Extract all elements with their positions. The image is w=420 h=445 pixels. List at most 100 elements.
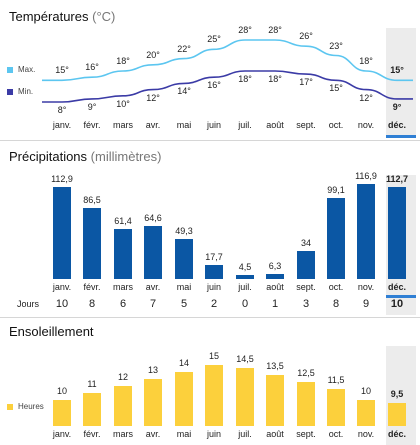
precipitation-bar [144, 226, 162, 279]
precipitation-section: Précipitations (millimètres) 112,9 86,5 61… [0, 141, 420, 316]
sunshine-value-label: 9,5 [390, 389, 404, 399]
precipitation-month-label: sept. [296, 282, 316, 292]
max-temperature-line [42, 39, 413, 82]
rain-days-value: 8 [332, 298, 340, 310]
sunshine-bar [266, 375, 284, 426]
precipitation-month-label: oct. [328, 282, 344, 292]
temperature-month-label: sept. [296, 120, 316, 130]
precipitation-value-label: 112,7 [385, 173, 409, 184]
sunshine-bar [205, 364, 223, 426]
min-temperature-label: 18° [268, 74, 282, 84]
temperature-month-label: juil. [238, 120, 252, 130]
sunshine-bar [144, 378, 162, 426]
precipitation-value-label: 61,4 [114, 215, 132, 226]
precipitation-bar [83, 208, 101, 279]
max-temperature-label: 18° [359, 56, 373, 66]
temperature-month-label: mars [113, 120, 133, 130]
precipitation-value-label: 34 [300, 238, 311, 249]
sunshine-bar [83, 392, 101, 426]
sunshine-section: Ensoleillement Heures 10 11 12 13 14 15 14,5 13… [0, 318, 420, 445]
sunshine-value-label: 11,5 [327, 375, 345, 385]
temperature-title-text: Températures [9, 9, 89, 24]
sunshine-month-label: avr. [145, 429, 161, 439]
precipitation-month-label: déc. [387, 282, 406, 292]
precipitation-bar [266, 273, 284, 279]
sunshine-value-label: 14,5 [236, 354, 254, 364]
highlight-underline [386, 135, 416, 138]
precipitation-bar [357, 183, 375, 279]
rain-days-value: 3 [302, 298, 310, 310]
sunshine-bar [53, 399, 71, 426]
highlight-column [386, 28, 416, 138]
precipitation-value-label: 6,3 [268, 260, 282, 271]
max-temperature-label: 23° [329, 40, 343, 51]
min-temperature-label: 9° [392, 101, 402, 112]
temperature-month-label: oct. [328, 120, 344, 130]
sunshine-value-label: 14 [178, 357, 189, 368]
min-temperature-label: 14° [177, 86, 191, 97]
sunshine-month-label: févr. [83, 429, 101, 439]
section-divider [0, 140, 420, 141]
days-label: Jours [17, 299, 40, 309]
precipitation-month-label: juil. [238, 282, 252, 292]
sunshine-month-label: août [266, 429, 284, 439]
min-temperature-label: 12° [146, 92, 160, 103]
temperature-month-label: févr. [83, 120, 101, 130]
sunshine-month-label: sept. [296, 429, 316, 439]
max-temperature-label: 15° [390, 65, 404, 76]
sunshine-value-label: 15 [208, 350, 219, 361]
min-temperature-label: 12° [359, 92, 373, 103]
sunshine-month-label: déc. [387, 429, 406, 439]
min-temperature-label: 8° [57, 105, 67, 115]
max-temperature-label: 18° [116, 56, 130, 66]
precipitation-bar [53, 186, 71, 279]
sunshine-month-label: nov. [357, 429, 375, 439]
max-temperature-label: 28° [268, 25, 282, 35]
sunshine-bar [297, 382, 315, 426]
sunshine-month-label: mai [176, 429, 192, 439]
legend-min: Min. [7, 87, 33, 96]
min-temperature-label: 18° [238, 74, 252, 84]
sunshine-bar [236, 368, 254, 426]
precipitation-bar [175, 238, 193, 279]
precipitation-value-label: 64,6 [144, 213, 162, 224]
sunshine-value-label: 13 [147, 364, 158, 375]
precipitation-month-label: mars [113, 282, 133, 292]
max-swatch [7, 66, 13, 73]
sunshine-value-label: 10 [56, 385, 67, 396]
precipitation-value-label: 112,9 [51, 173, 73, 184]
min-temperature-label: 16° [207, 80, 221, 91]
rain-days-value: 6 [119, 298, 127, 310]
min-temperature-label: 10° [116, 98, 130, 109]
precipitation-month-label: juin [206, 282, 221, 292]
temperature-section: Températures (°C) Max. Min. 15° 16° 18° 20°… [0, 0, 420, 140]
sunshine-title: Ensoleillement [9, 324, 94, 339]
max-temperature-label: 20° [146, 49, 160, 60]
precipitation-title-text: Précipitations [9, 149, 88, 164]
sunshine-bar [388, 403, 406, 426]
legend-hours-label: Heures [18, 402, 44, 411]
max-temperature-label: 16° [85, 62, 99, 73]
sunshine-value-label: 12 [117, 371, 128, 382]
precipitation-bar [236, 275, 254, 279]
precipitation-value-label: 86,5 [83, 195, 101, 206]
temperature-month-label: juin [206, 120, 221, 130]
temperature-month-label: mai [176, 120, 192, 130]
rain-days-value: 1 [271, 298, 279, 310]
sunshine-value-label: 12,5 [297, 368, 315, 378]
legend-max-label: Max. [18, 65, 36, 74]
min-temperature-label: 9° [87, 101, 97, 112]
highlight-column [386, 346, 416, 445]
precipitation-month-label: août [266, 282, 284, 292]
rain-days-value: 5 [180, 298, 188, 310]
section-divider [0, 317, 420, 318]
precipitation-bar [297, 251, 315, 279]
sunshine-value-label: 10 [360, 385, 371, 396]
rain-days-value: 8 [88, 298, 96, 310]
temperature-month-label: août [266, 120, 284, 130]
precipitation-bar [327, 198, 345, 279]
legend-hours: Heures [7, 402, 44, 411]
sunshine-bar [327, 389, 345, 426]
min-temperature-line [42, 70, 413, 103]
temperature-title: Températures (°C) [9, 9, 115, 24]
